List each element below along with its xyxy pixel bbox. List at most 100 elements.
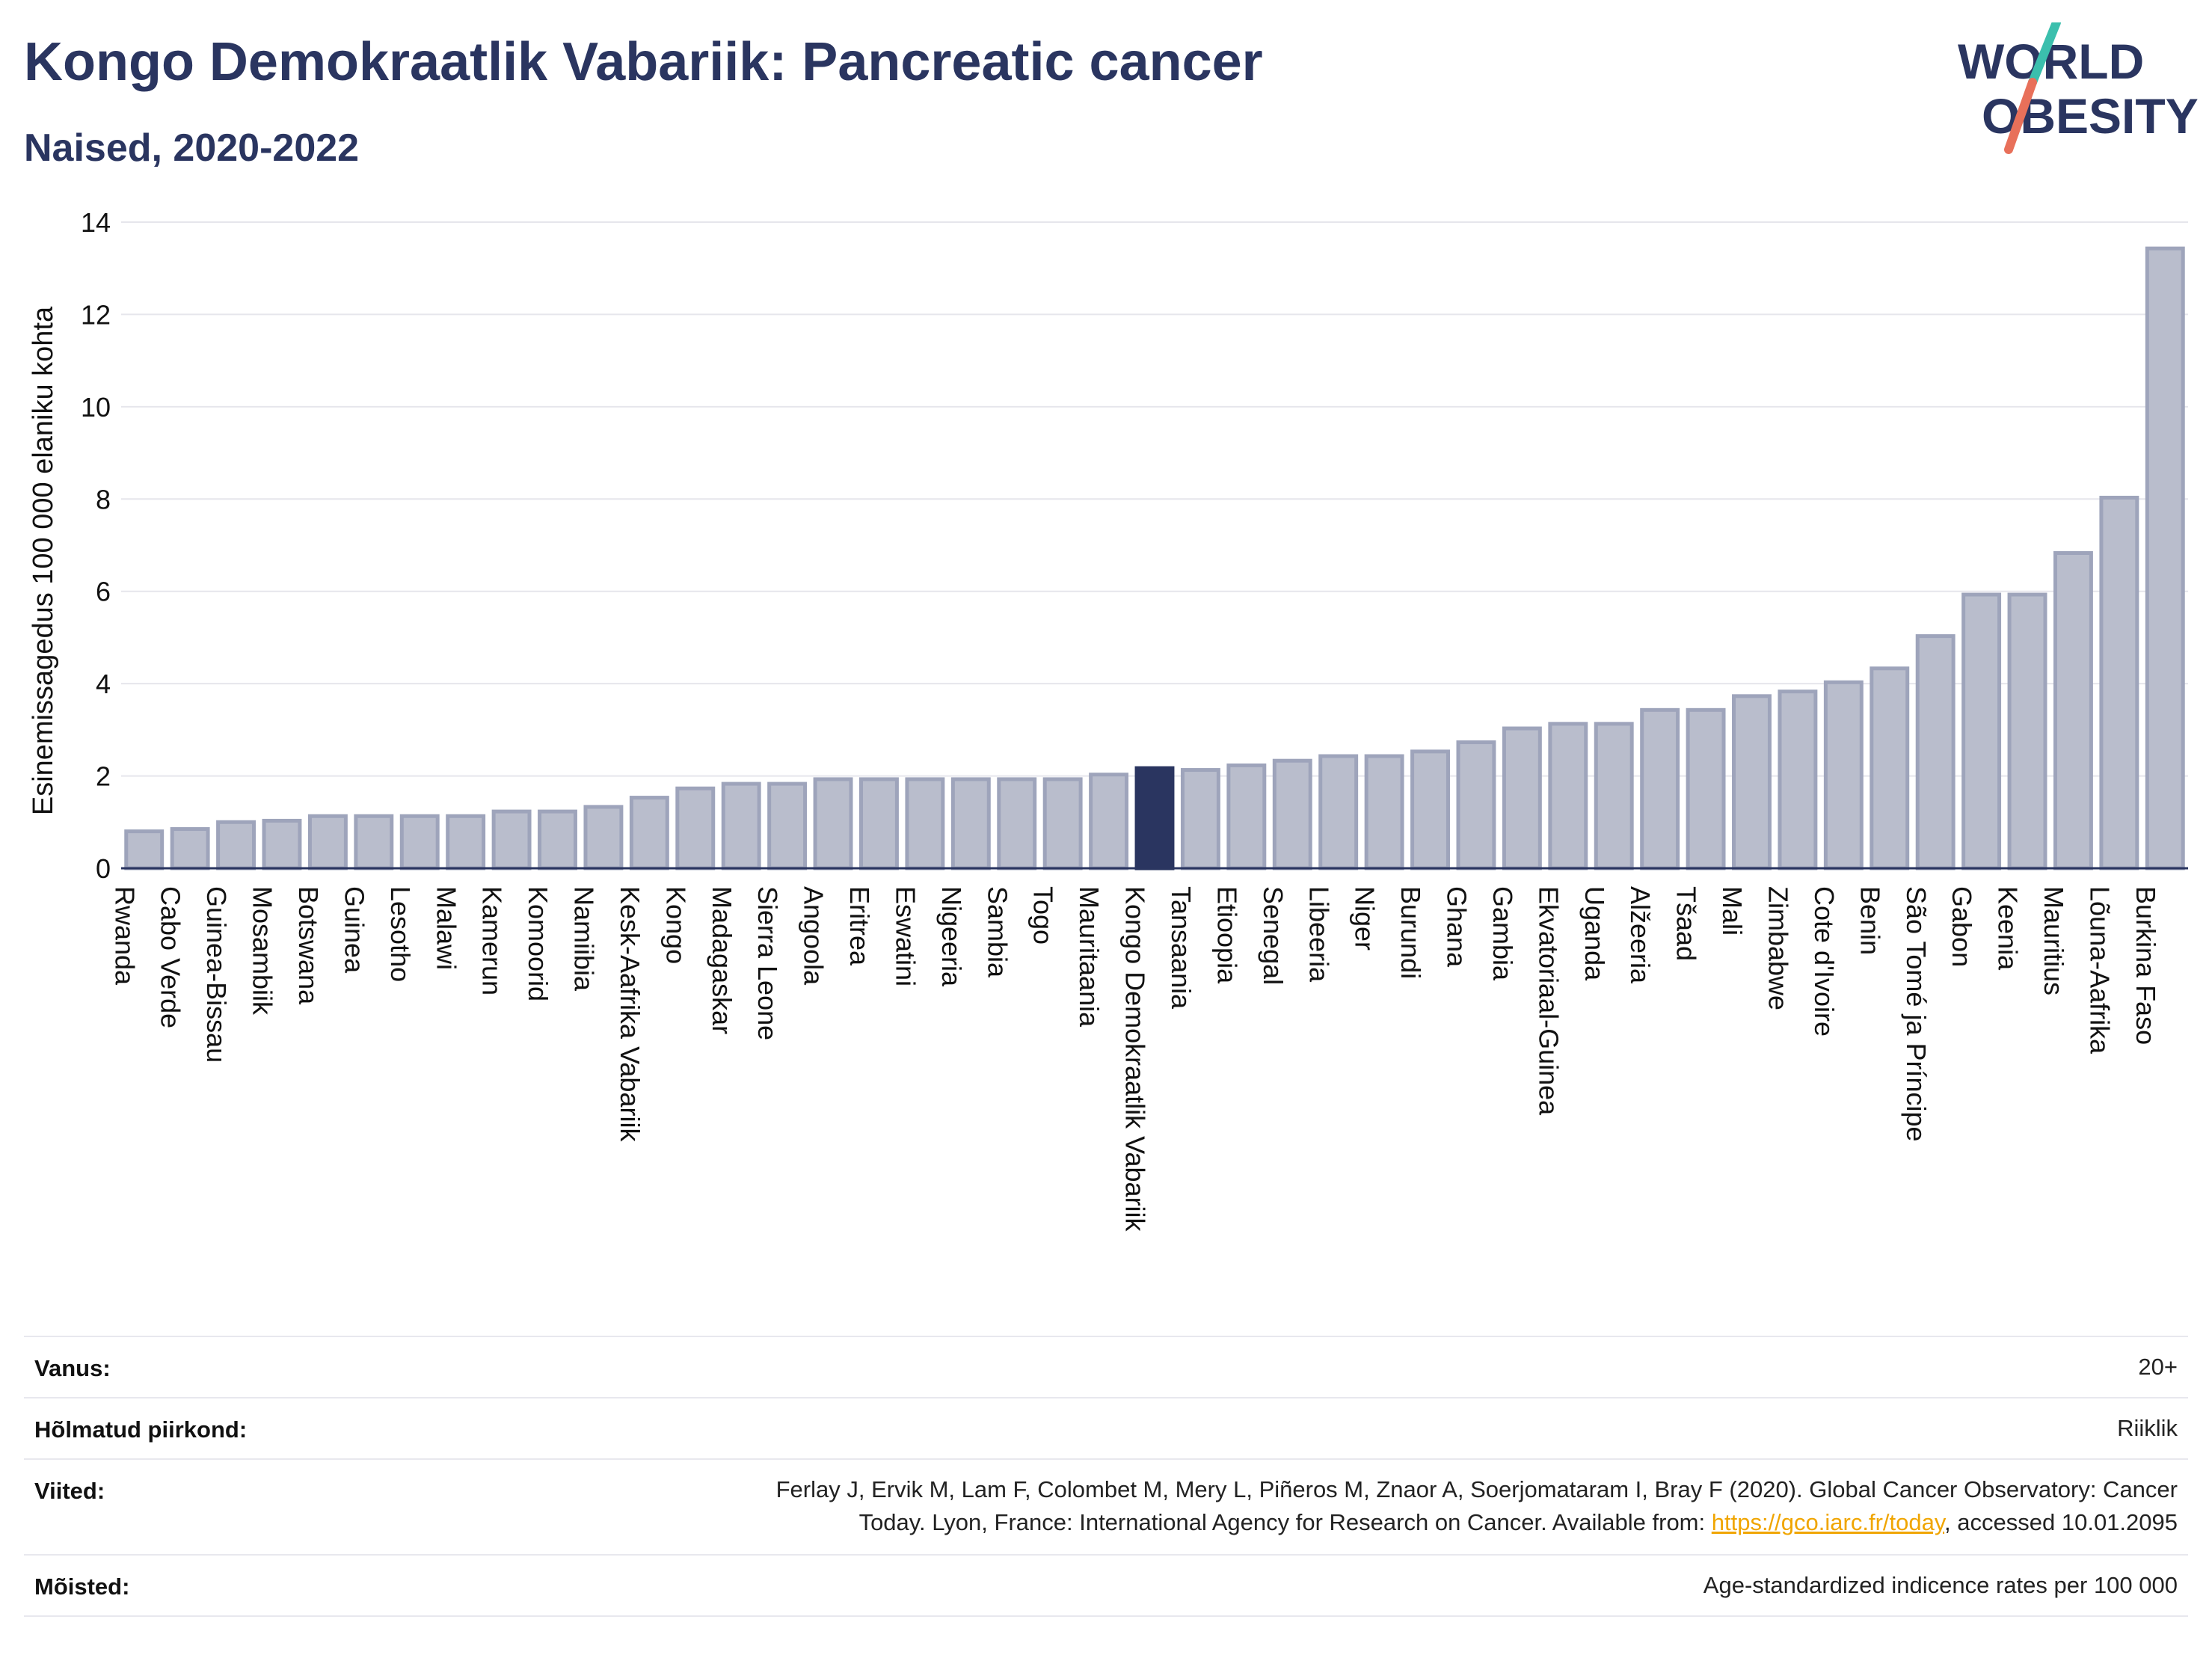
bar	[1915, 634, 1956, 871]
bar	[1226, 763, 1267, 871]
meta-bottom-border	[24, 1615, 2188, 1617]
x-tick-label: Tšaad	[1671, 886, 1702, 961]
y-tick-label: 14	[81, 207, 111, 238]
bar	[1686, 707, 1726, 871]
bar	[399, 814, 440, 871]
meta-row-definitions: Mõisted: Age-standardized indicence rate…	[24, 1554, 2188, 1617]
bar	[1364, 754, 1404, 871]
x-tick-label: Botswana	[293, 886, 324, 1005]
bar	[1732, 694, 1772, 871]
x-tick-label: Keenia	[1993, 886, 2024, 971]
region-label: Hõlmatud piirkond:	[34, 1416, 248, 1443]
age-value: 20+	[2138, 1354, 2178, 1380]
x-tick-label: Lesotho	[385, 886, 416, 982]
bar	[950, 777, 991, 871]
world-obesity-logo: WORLD OBESITY	[1944, 18, 2199, 157]
x-tick-label: Senegal	[1258, 886, 1288, 985]
definitions-value: Age-standardized indicence rates per 100…	[1703, 1572, 2178, 1598]
bar	[721, 782, 761, 871]
y-tick-label: 8	[96, 484, 111, 515]
x-tick-label: Benin	[1855, 886, 1885, 955]
y-axis-label: Esinemissagedus 100 000 elaniku kohta	[28, 306, 59, 815]
page-title: Kongo Demokraatlik Vabariik: Pancreatic …	[24, 32, 1263, 92]
x-tick-label: Cabo Verde	[156, 886, 186, 1028]
bar	[491, 809, 532, 871]
x-tick-label: Eritrea	[844, 886, 875, 966]
bar	[905, 777, 945, 871]
x-tick-label: Uganda	[1579, 886, 1610, 981]
x-tick-label: Kongo Demokraatlik Vabariik	[1120, 886, 1151, 1232]
x-tick-label: Gambia	[1487, 886, 1518, 981]
x-tick-label: Niger	[1350, 886, 1380, 951]
bar	[2053, 550, 2093, 871]
bar	[1594, 722, 1634, 871]
logo-slash-top	[2028, 18, 2061, 87]
x-tick-label: Malawi	[431, 886, 461, 970]
region-value: Riiklik	[2117, 1415, 2178, 1441]
x-tick-label: Gabon	[1947, 886, 1977, 967]
bar	[2145, 246, 2185, 871]
definitions-label: Mõisted:	[34, 1573, 130, 1600]
meta-row-references: Viited: Ferlay J, Ervik M, Lam F, Colomb…	[24, 1458, 2188, 1556]
bar	[2099, 495, 2139, 871]
meta-row-age: Vanus: 20+	[24, 1336, 2188, 1398]
references-line-2: Today. Lyon, France: International Agenc…	[776, 1506, 2178, 1539]
bar	[1272, 758, 1312, 871]
tick-labels: 0 2 4 6 8 10 12 14 Rwanda Cabo Verde Guinea-Bissau…	[81, 207, 2161, 1232]
bar	[1961, 592, 2002, 871]
bar-highlighted	[1134, 766, 1175, 871]
x-tick-label: Namiibia	[569, 886, 600, 992]
x-tick-label: Komoorid	[523, 886, 553, 1001]
bar	[997, 777, 1037, 871]
references-line-1: Ferlay J, Ervik M, Lam F, Colombet M, Me…	[775, 1476, 2178, 1502]
x-tick-label: Sierra Leone	[752, 886, 783, 1040]
bar	[629, 796, 669, 871]
x-tick-label: Ghana	[1442, 886, 1472, 968]
x-tick-label: Togo	[1028, 886, 1059, 945]
x-tick-label: Ekvatoriaal-Guinea	[1533, 886, 1564, 1116]
references-text: Today. Lyon, France: International Agenc…	[858, 1509, 1712, 1535]
bar	[583, 805, 624, 871]
bar	[1502, 726, 1542, 871]
x-tick-label: Kongo	[660, 886, 691, 964]
x-tick-label: Etioopia	[1211, 886, 1242, 984]
x-tick-label: Angoola	[799, 886, 829, 986]
bar	[1089, 773, 1129, 871]
x-tick-label: Sambia	[982, 886, 1013, 978]
y-tick-label: 12	[81, 299, 111, 330]
x-tick-label: Lõuna-Aafrika	[2084, 886, 2115, 1054]
x-tick-label: Alžeeria	[1625, 886, 1656, 984]
bar	[124, 829, 165, 871]
logo-slash-bottom	[2004, 78, 2037, 154]
references-value: Ferlay J, Ervik M, Lam F, Colombet M, Me…	[776, 1473, 2178, 1539]
x-tick-label: Cote d'Ivoire	[1809, 886, 1840, 1037]
y-tick-label: 6	[96, 577, 111, 607]
bar	[170, 827, 210, 871]
bar	[1548, 722, 1588, 871]
page-subtitle: Naised, 2020-2022	[24, 126, 360, 170]
x-tick-label: Mali	[1717, 886, 1748, 936]
bar	[813, 777, 853, 871]
bar	[1456, 740, 1496, 871]
x-tick-label: Zimbabwe	[1763, 886, 1794, 1010]
bar	[1410, 749, 1450, 871]
y-tick-label: 0	[96, 853, 111, 884]
bar	[216, 820, 256, 871]
references-accessed: , accessed 10.01.2095	[1944, 1509, 2178, 1535]
bar	[1870, 666, 1910, 871]
x-tick-label: Mauritaania	[1074, 886, 1105, 1028]
bar	[675, 786, 716, 871]
bar	[1318, 754, 1359, 871]
x-tick-label: Eswatini	[890, 886, 921, 986]
x-tick-label: São Tomé ja Príncipe	[1901, 886, 1932, 1142]
x-tick-label: Guinea-Bissau	[201, 886, 232, 1063]
x-tick-label: Mauritius	[2039, 886, 2069, 995]
bar	[354, 814, 394, 871]
y-tick-label: 10	[81, 392, 111, 423]
references-link[interactable]: https://gco.iarc.fr/today	[1711, 1509, 1945, 1535]
bar	[446, 814, 486, 871]
bar	[1778, 690, 1818, 871]
x-tick-label: Rwanda	[109, 886, 140, 986]
world-obesity-logo-graphic: WORLD OBESITY	[1958, 18, 2199, 154]
bar	[307, 814, 348, 871]
